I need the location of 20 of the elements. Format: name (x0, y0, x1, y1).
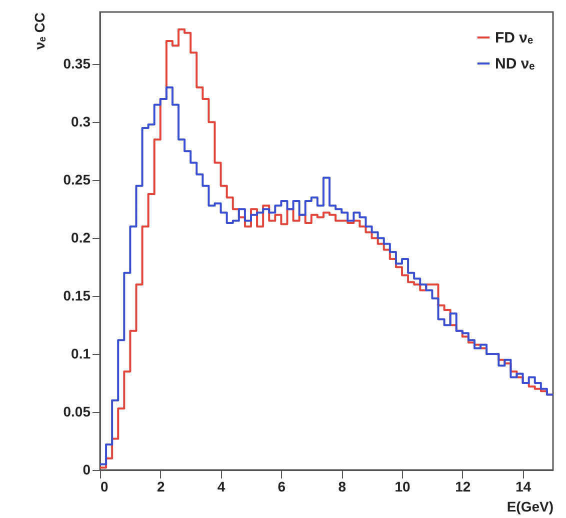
y-axis-title: νₑ CC (31, 12, 48, 50)
y-tick-label: 0.1 (71, 346, 91, 362)
y-tick-label: 0.05 (63, 404, 91, 420)
legend-label: ND νₑ (495, 56, 536, 72)
x-tick-label: 4 (217, 478, 226, 494)
x-tick-label: 0 (100, 478, 108, 494)
y-tick-label: 0.25 (63, 172, 91, 188)
x-tick-label: 6 (278, 478, 286, 494)
y-tick-label: 0.2 (71, 230, 91, 246)
y-tick-label: 0.15 (63, 288, 91, 304)
y-tick-label: 0.3 (71, 114, 91, 130)
x-tick-label: 12 (455, 478, 471, 494)
y-tick-label: 0 (82, 462, 91, 478)
legend-label: FD νₑ (495, 30, 534, 46)
y-tick-label: 0.35 (63, 56, 91, 72)
x-axis-title: E(GeV) (506, 498, 554, 514)
x-tick-label: 14 (516, 478, 532, 494)
x-tick-label: 2 (157, 478, 165, 494)
x-tick-label: 8 (338, 478, 346, 494)
x-tick-label: 10 (394, 478, 410, 494)
